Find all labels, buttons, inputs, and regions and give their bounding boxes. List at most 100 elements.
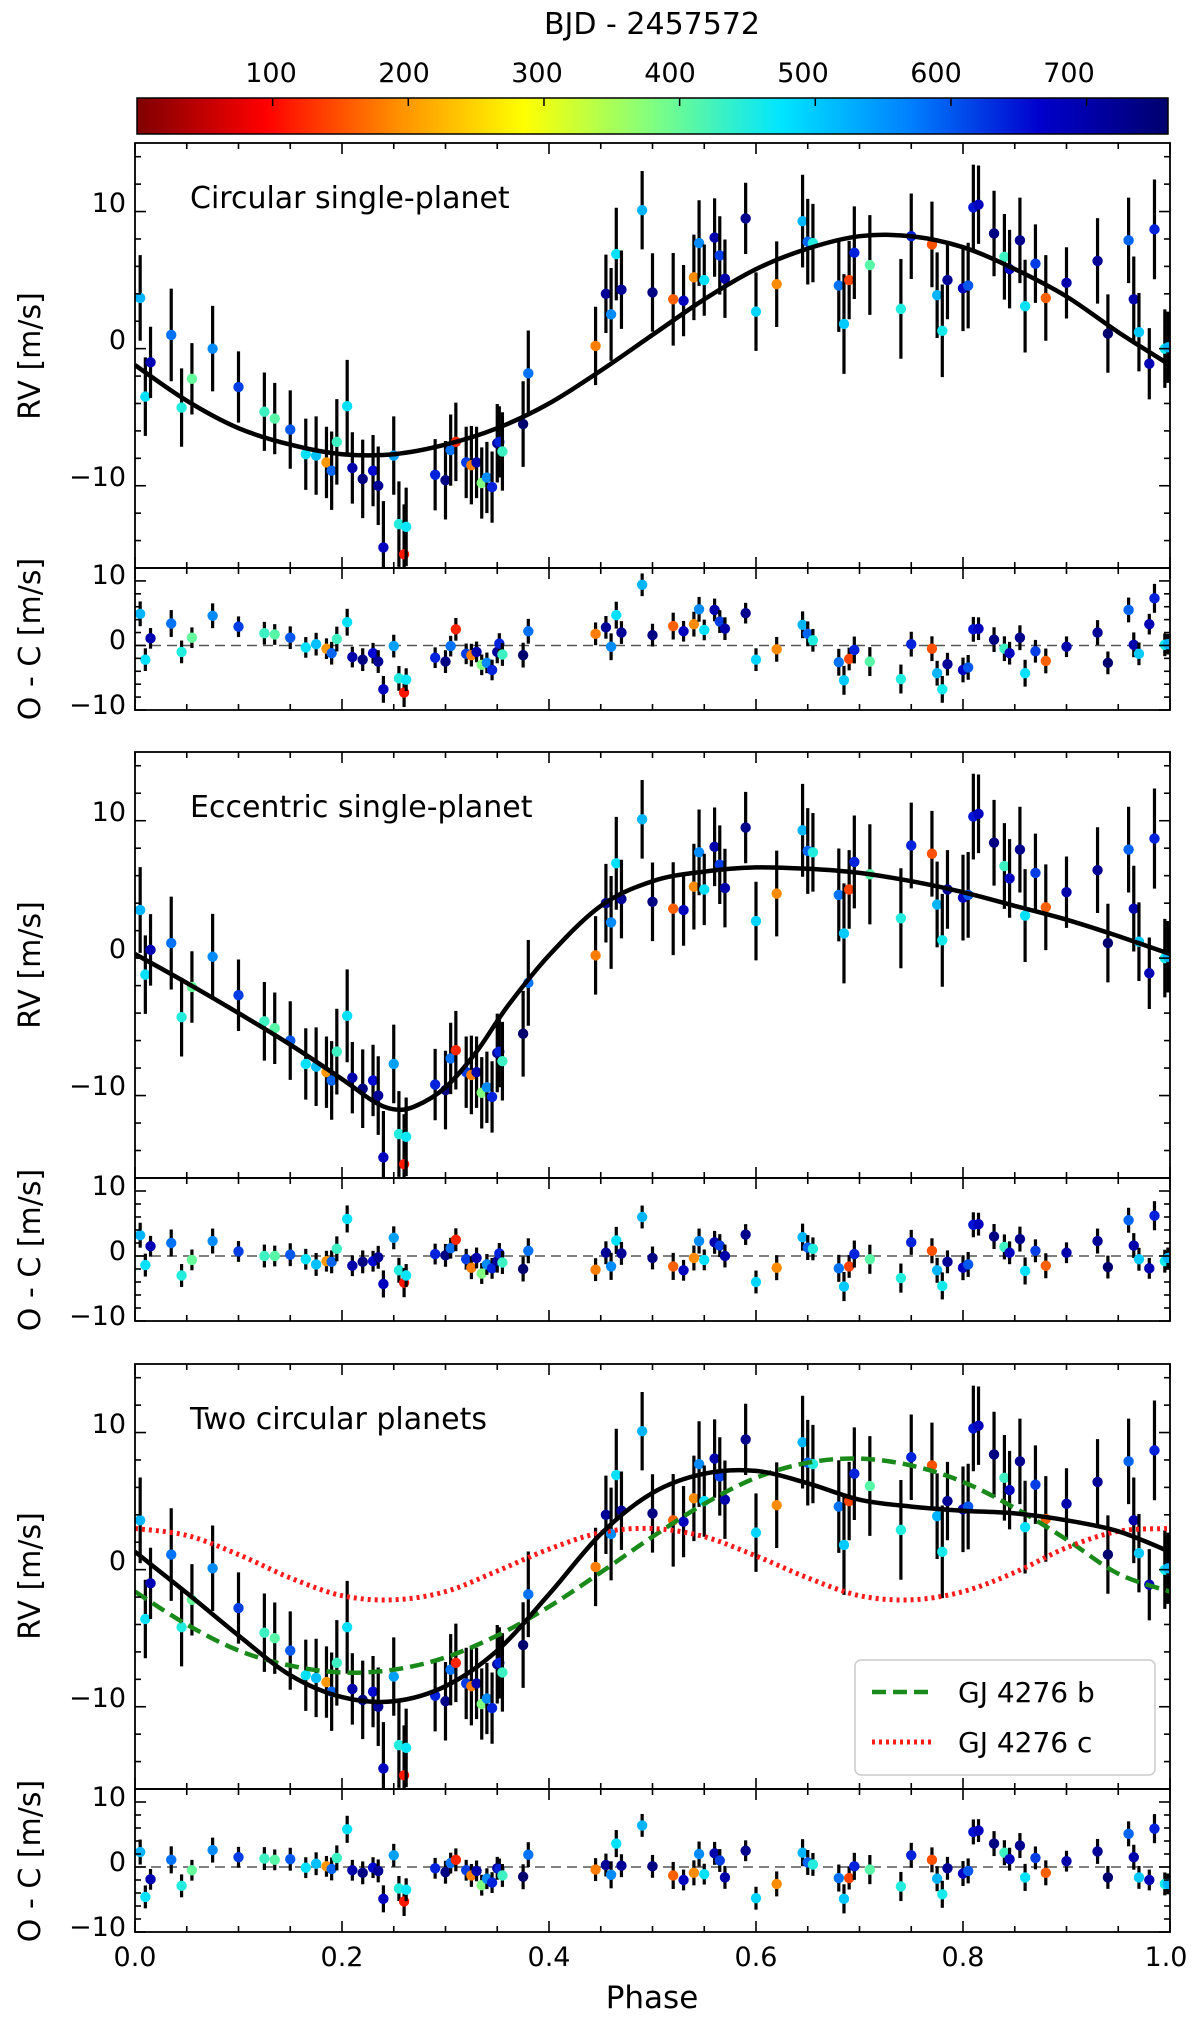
rv-data-point <box>931 899 943 910</box>
residual-data-point <box>1180 1843 1190 1853</box>
residual-data-point <box>771 1262 782 1273</box>
residual-data-point <box>838 675 850 686</box>
residual-data-point <box>1019 1265 1031 1277</box>
residual-data-point <box>699 624 710 636</box>
rv-data-point <box>647 1508 658 1519</box>
rv-data-point <box>233 1602 244 1614</box>
rv-data-point <box>341 401 353 412</box>
residual-data-point <box>135 1230 146 1241</box>
colorbar-tick-label: 300 <box>511 58 563 89</box>
rv-data-point <box>895 1524 907 1536</box>
rv-data-point <box>166 329 177 341</box>
residual-data-point <box>797 1231 808 1243</box>
rv-data-point <box>719 273 731 284</box>
residual-data-point <box>135 608 146 620</box>
residual-data-point <box>1019 668 1031 679</box>
residual-data-point <box>331 633 343 645</box>
residual-data-point <box>341 1213 353 1225</box>
rv-data-point <box>1169 979 1170 981</box>
residual-data-point <box>693 1235 705 1247</box>
residual-data-point <box>523 1849 534 1860</box>
rv-data-point <box>429 469 441 480</box>
residual-data-point <box>285 632 296 643</box>
residual-tick-labels: −10 0 10 <box>69 1782 126 1943</box>
rv-data-point <box>600 1509 612 1521</box>
residual-data-point <box>378 684 389 695</box>
residual-data-point <box>962 1865 974 1877</box>
residual-data-point <box>341 617 353 628</box>
rv-data-point <box>1133 1547 1145 1559</box>
axes-frame <box>134 142 1171 711</box>
residual-plot-area <box>135 1201 1170 1302</box>
rv-data-point <box>300 1670 311 1681</box>
rv-data-point <box>481 1693 493 1704</box>
residual-data-point <box>1162 638 1170 650</box>
residual-data-point <box>937 1280 948 1292</box>
residual-data-point <box>849 644 860 656</box>
residual-data-point <box>166 1237 177 1249</box>
rv-data-point <box>1102 1549 1114 1560</box>
rv-data-point <box>357 473 368 485</box>
residual-data-point <box>1133 1872 1145 1883</box>
residual-data-point <box>1092 1846 1103 1857</box>
residual-data-point <box>445 640 456 652</box>
rv-data-point <box>678 295 689 306</box>
rv-data-point <box>1040 292 1052 304</box>
rv-data-point <box>693 1458 705 1470</box>
rv-data-point <box>1149 224 1160 235</box>
residual-data-point <box>450 1854 462 1866</box>
residual-data-point <box>310 638 322 650</box>
residual-data-point <box>750 1276 762 1288</box>
residual-axis-label: O - C [m/s] <box>13 1780 48 1942</box>
rv-data-point <box>259 1627 270 1638</box>
residual-data-point <box>600 1247 612 1258</box>
rv-data-point <box>471 457 482 468</box>
residual-data-point <box>600 622 612 633</box>
residual-data-point <box>962 662 974 673</box>
residual-data-point <box>450 624 462 635</box>
residual-data-point <box>833 657 844 668</box>
rv-data-point <box>688 881 700 892</box>
rv-data-point <box>999 251 1010 262</box>
rv-data-point <box>973 808 984 820</box>
residual-data-point <box>1014 1233 1026 1245</box>
residual-data-point <box>600 1859 612 1871</box>
residual-data-point <box>590 628 601 640</box>
rv-data-point <box>1186 1617 1196 1627</box>
residual-data-point <box>1128 1852 1139 1863</box>
rv-data-point <box>440 475 451 486</box>
panel-title: Two circular planets <box>189 1402 487 1437</box>
residual-tick-label: 0 <box>109 1236 126 1267</box>
rv-data-point <box>1144 358 1155 369</box>
rv-tick-labels: −10 0 10 <box>69 1409 126 1714</box>
rv-data-point <box>1040 902 1052 913</box>
rv-tick-labels: −10 0 10 <box>69 188 126 493</box>
residual-data-point <box>186 1865 198 1876</box>
rv-data-point <box>1169 1591 1170 1593</box>
residual-data-point <box>373 656 384 667</box>
rv-data-point <box>668 294 679 305</box>
rv-data-point <box>450 1657 462 1669</box>
rv-data-point <box>259 1016 270 1027</box>
residual-data-point <box>849 1248 860 1260</box>
residual-data-point <box>140 654 151 665</box>
residual-tick-label: 10 <box>92 560 126 591</box>
residual-data-point <box>450 1234 462 1245</box>
rv-data-point <box>605 917 617 928</box>
rv-data-point <box>849 247 860 258</box>
residual-data-point <box>373 1252 384 1263</box>
residual-data-point <box>668 620 679 632</box>
rv-data-point <box>668 903 679 914</box>
residual-data-point <box>207 1235 218 1247</box>
residual-data-point <box>1169 1263 1170 1265</box>
residual-data-point <box>988 1838 1000 1849</box>
rv-data-point <box>1186 396 1196 406</box>
residual-plot-area <box>135 1813 1190 1917</box>
rv-data-point <box>1102 328 1114 339</box>
rv-tick-label: 0 <box>109 325 126 356</box>
x-tick-label: 0.0 <box>114 1942 157 1973</box>
residual-data-point <box>259 627 270 639</box>
residual-tick-labels: −10 0 10 <box>69 560 126 721</box>
colorbar: BJD - 2457572 100 200 300 400 500 600 70… <box>136 7 1169 135</box>
